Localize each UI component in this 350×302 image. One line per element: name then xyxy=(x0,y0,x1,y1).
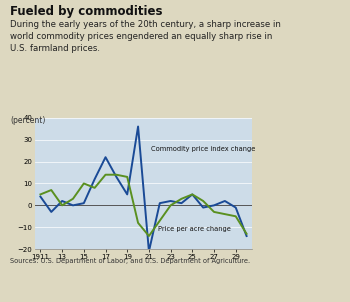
Text: Fueled by commodities: Fueled by commodities xyxy=(10,5,163,18)
Text: Commodity price index change: Commodity price index change xyxy=(151,146,256,152)
Text: Sources: U.S. Department of Labor; and U.S. Department of Agriculture.: Sources: U.S. Department of Labor; and U… xyxy=(10,258,251,264)
Text: During the early years of the 20th century, a sharp increase in
world commodity : During the early years of the 20th centu… xyxy=(10,20,281,53)
Text: (percent): (percent) xyxy=(10,116,46,125)
Text: Price per acre change: Price per acre change xyxy=(158,226,231,232)
